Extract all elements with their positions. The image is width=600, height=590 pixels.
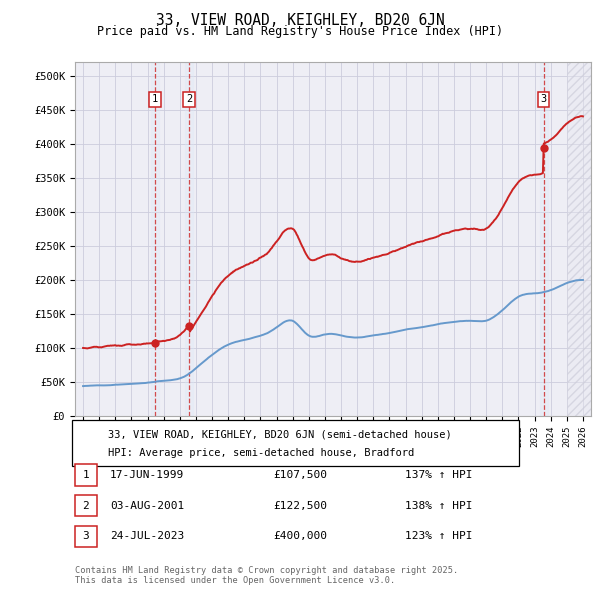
Text: 1: 1 <box>152 94 158 104</box>
Text: 17-JUN-1999: 17-JUN-1999 <box>110 470 184 480</box>
Text: £107,500: £107,500 <box>273 470 327 480</box>
Text: 33, VIEW ROAD, KEIGHLEY, BD20 6JN (semi-detached house): 33, VIEW ROAD, KEIGHLEY, BD20 6JN (semi-… <box>108 430 452 440</box>
Text: Contains HM Land Registry data © Crown copyright and database right 2025.
This d: Contains HM Land Registry data © Crown c… <box>75 566 458 585</box>
Text: £400,000: £400,000 <box>273 532 327 541</box>
Text: HPI: Average price, semi-detached house, Bradford: HPI: Average price, semi-detached house,… <box>108 448 414 458</box>
Text: 3: 3 <box>541 94 547 104</box>
Text: 2: 2 <box>186 94 192 104</box>
Text: 2: 2 <box>82 501 89 510</box>
Text: 123% ↑ HPI: 123% ↑ HPI <box>405 532 473 541</box>
Bar <box>185 62 193 416</box>
Text: 1: 1 <box>82 470 89 480</box>
Text: Price paid vs. HM Land Registry's House Price Index (HPI): Price paid vs. HM Land Registry's House … <box>97 25 503 38</box>
Text: 24-JUL-2023: 24-JUL-2023 <box>110 532 184 541</box>
Bar <box>539 62 548 416</box>
Text: 138% ↑ HPI: 138% ↑ HPI <box>405 501 473 510</box>
Text: 33, VIEW ROAD, KEIGHLEY, BD20 6JN: 33, VIEW ROAD, KEIGHLEY, BD20 6JN <box>155 13 445 28</box>
Text: 137% ↑ HPI: 137% ↑ HPI <box>405 470 473 480</box>
Text: 3: 3 <box>82 532 89 541</box>
Text: £122,500: £122,500 <box>273 501 327 510</box>
Bar <box>151 62 159 416</box>
Text: 03-AUG-2001: 03-AUG-2001 <box>110 501 184 510</box>
